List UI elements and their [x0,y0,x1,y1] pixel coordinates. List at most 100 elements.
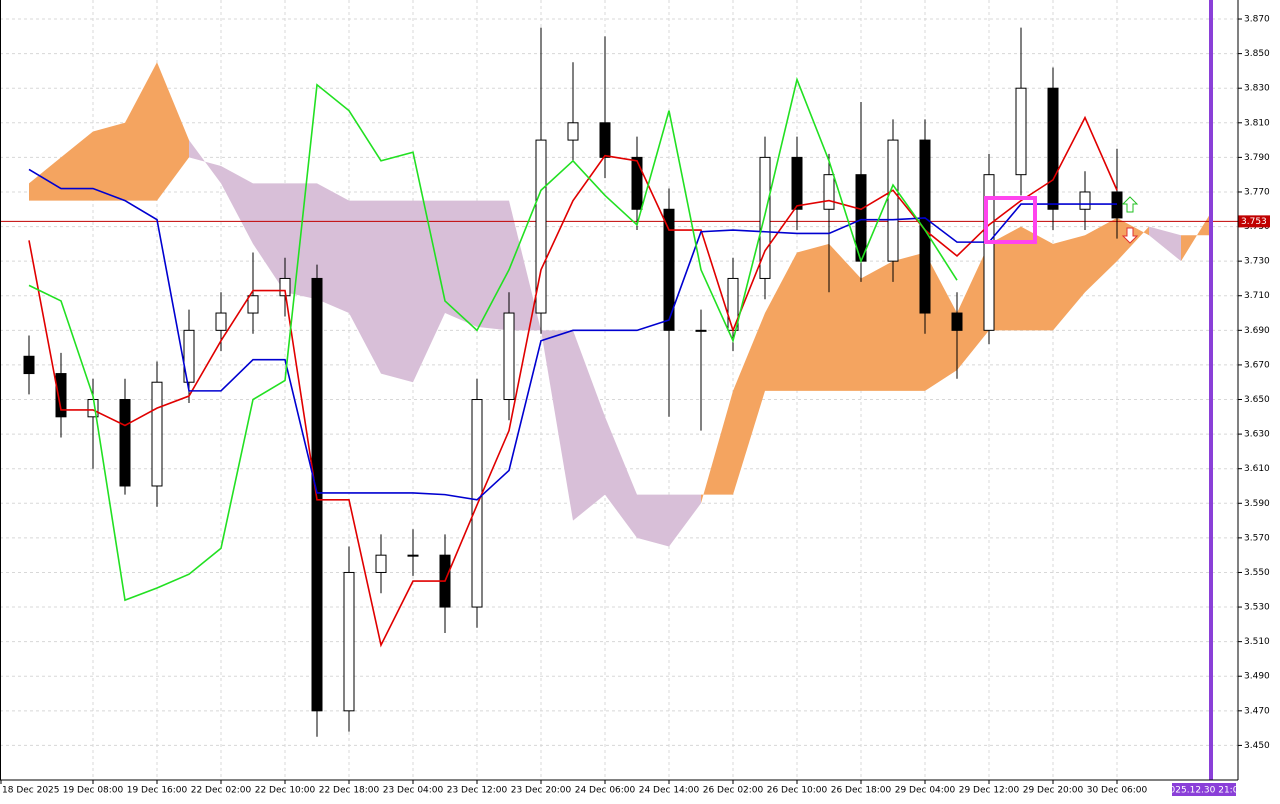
x-tick-label: 19 Dec 08:00 [63,786,124,796]
candle-body [503,312,515,401]
candle-body [183,329,195,383]
x-tick-label: 24 Dec 06:00 [575,786,636,796]
time-label-box [1172,783,1236,796]
arrow-up [1121,196,1139,213]
y-tick-label: 3.450 [1244,741,1270,751]
cloud-segment [317,183,349,314]
indicator-line [28,168,1117,501]
y-tick-label: 3.550 [1244,568,1270,578]
cloud-segment [733,313,765,495]
x-tick-label: 29 Dec 20:00 [1023,786,1084,796]
cloud-segment [221,166,253,244]
y-tick-label: 3.670 [1244,360,1270,370]
candle-body [567,122,579,141]
x-tick-label: 29 Dec 12:00 [959,786,1020,796]
cloud-segment [349,200,381,374]
y-tick-label: 3.850 [1244,49,1270,59]
x-tick-label: 22 Dec 10:00 [255,786,316,796]
candle-body [823,174,835,210]
y-tick-label: 3.530 [1244,603,1270,613]
y-tick-label: 3.730 [1244,257,1270,267]
candle-body [119,399,131,487]
cloud-segment [1085,217,1117,293]
candle-body [215,312,227,331]
cloud-segment [861,261,893,391]
y-tick-label: 3.690 [1244,326,1270,336]
indicator-line [28,76,958,602]
cloud-segment [61,131,93,201]
cloud-segment [573,330,605,521]
cloud-segment [989,226,1021,331]
cloud-segment [669,494,701,547]
candle-body [1079,191,1091,210]
candle-body [887,139,899,262]
y-tick-label: 3.510 [1244,637,1270,647]
candle-body [375,554,387,573]
cloud-segment [893,252,925,391]
cloud-segment [445,200,477,327]
candle-body [951,312,963,331]
cloud-segment [477,200,509,331]
y-tick-label: 3.790 [1244,153,1270,163]
x-tick-label: 22 Dec 18:00 [319,786,380,796]
indicator-line [28,115,1118,648]
y-tick-label: 3.830 [1244,84,1270,94]
y-tick-label: 3.610 [1244,464,1270,474]
candle-body [663,208,675,331]
cloud-segment [1149,226,1181,262]
y-tick-label: 3.470 [1244,706,1270,716]
x-tick-label: 26 Dec 18:00 [831,786,892,796]
cloud-segment [541,330,573,521]
cloud-segment [285,183,317,300]
x-tick-label: 29 Dec 04:00 [895,786,956,796]
candle-body [631,156,643,210]
candle-body [535,139,547,314]
candle-body [983,174,995,331]
candle-body [1047,87,1059,210]
candle-body [599,122,611,158]
cloud-segment [253,183,285,293]
y-tick-label: 3.810 [1244,118,1270,128]
y-tick-label: 3.710 [1244,291,1270,301]
y-tick-label: 3.630 [1244,430,1270,440]
cloud-segment [381,200,413,383]
arrow-down [1121,227,1139,244]
cloud-segment [925,252,957,391]
cloud-segment [509,200,541,331]
candle-body [1015,87,1027,176]
candle-body [23,355,35,375]
price-label: 3.753 [1241,217,1267,227]
cloud-segment [797,243,829,391]
candle-body [695,329,707,332]
cloud-segment [413,200,445,383]
highlight-box [984,196,1037,244]
candle-body [247,295,259,314]
cloud-segment [1021,226,1053,331]
cloud-segment [157,62,189,201]
cloud-segment [637,494,669,547]
candle-body [759,156,771,279]
candle-body [343,571,355,712]
y-tick-label: 3.490 [1244,672,1270,682]
cloud-segment [605,416,637,538]
x-tick-label: 26 Dec 10:00 [767,786,828,796]
cloud-segment [1053,235,1085,331]
candle-body [791,156,803,210]
price-label-box [1238,215,1270,228]
x-tick-label: 22 Dec 02:00 [191,786,252,796]
cloud-segment [829,243,861,391]
y-tick-label: 3.570 [1244,533,1270,543]
x-tick-label: 23 Dec 04:00 [383,786,444,796]
candle-body [151,381,163,487]
y-tick-label: 3.770 [1244,187,1270,197]
cloud-segment [189,140,221,184]
cloud-segment [93,122,125,201]
cloud-segment [1181,209,1213,262]
cloud-segment [125,62,157,201]
cloud-segment [957,243,989,371]
x-tick-label: 26 Dec 02:00 [703,786,764,796]
candle-body [407,554,419,557]
time-label: 2025.12.30 21:00 [1164,786,1245,796]
y-tick-label: 3.870 [1244,15,1270,25]
